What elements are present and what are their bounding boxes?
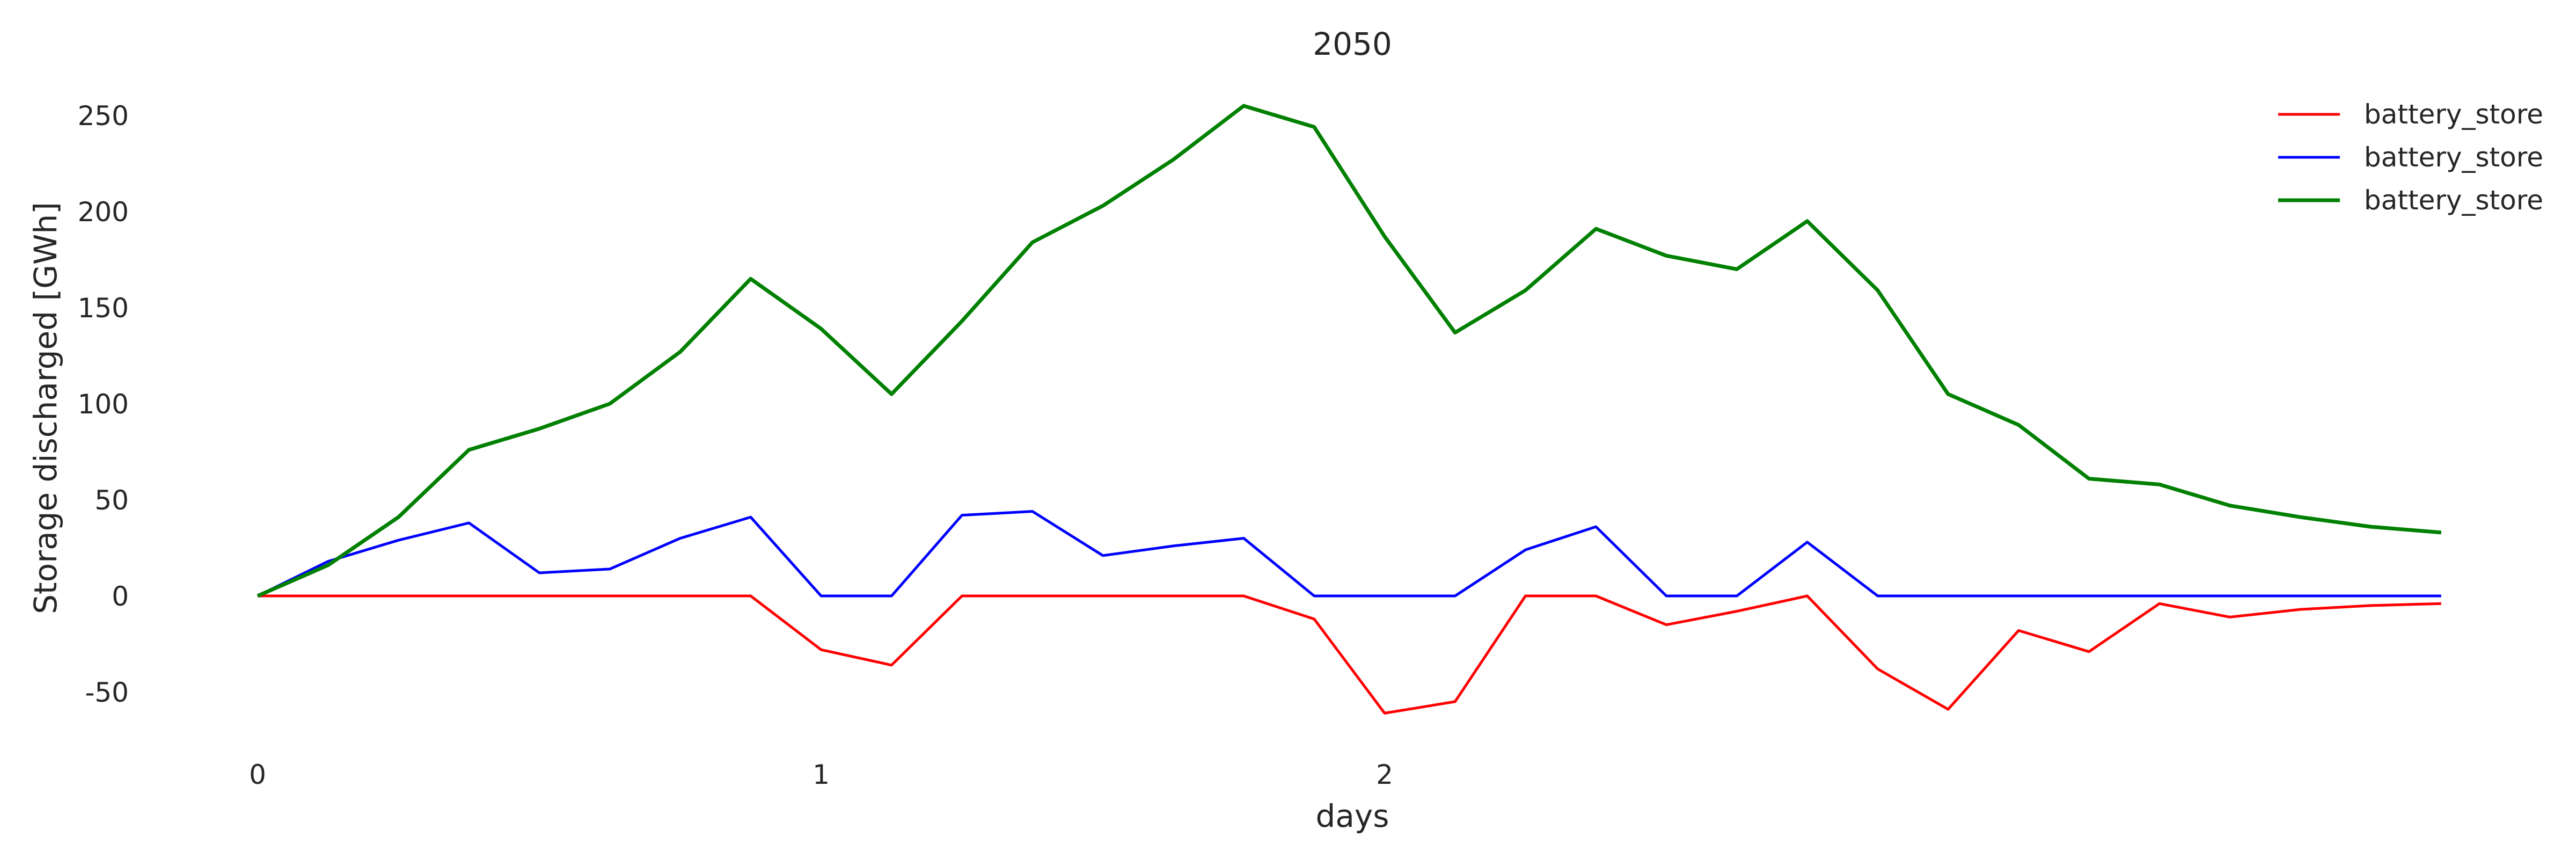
chart-title: 2050 bbox=[1313, 26, 1392, 62]
y-axis: -50 0 50 100 150 200 250 bbox=[78, 100, 129, 708]
legend: battery_store battery_store battery_store bbox=[2278, 99, 2543, 216]
legend-label-1: battery_store bbox=[2364, 99, 2543, 130]
x-axis: 0 1 2 bbox=[249, 759, 1393, 790]
x-tick-label: 1 bbox=[813, 759, 830, 790]
y-tick-label: 150 bbox=[78, 293, 129, 324]
legend-label-3: battery_store bbox=[2364, 185, 2543, 216]
y-tick-label: 0 bbox=[112, 581, 129, 612]
x-axis-label: days bbox=[1316, 798, 1389, 834]
y-tick-label: 100 bbox=[78, 389, 129, 420]
series-line-1 bbox=[258, 594, 2441, 715]
series-line-2 bbox=[257, 510, 2441, 598]
series-line-3 bbox=[257, 104, 2442, 598]
y-tick-label: 50 bbox=[94, 485, 129, 516]
y-tick-label: 250 bbox=[78, 100, 129, 132]
plot-area bbox=[257, 104, 2442, 715]
y-tick-label: -50 bbox=[85, 677, 129, 708]
x-tick-label: 0 bbox=[249, 759, 266, 790]
x-tick-label: 2 bbox=[1376, 759, 1393, 790]
y-tick-label: 200 bbox=[78, 196, 129, 228]
y-axis-label: Storage discharged [GWh] bbox=[27, 202, 64, 614]
legend-label-2: battery_store bbox=[2364, 142, 2543, 173]
